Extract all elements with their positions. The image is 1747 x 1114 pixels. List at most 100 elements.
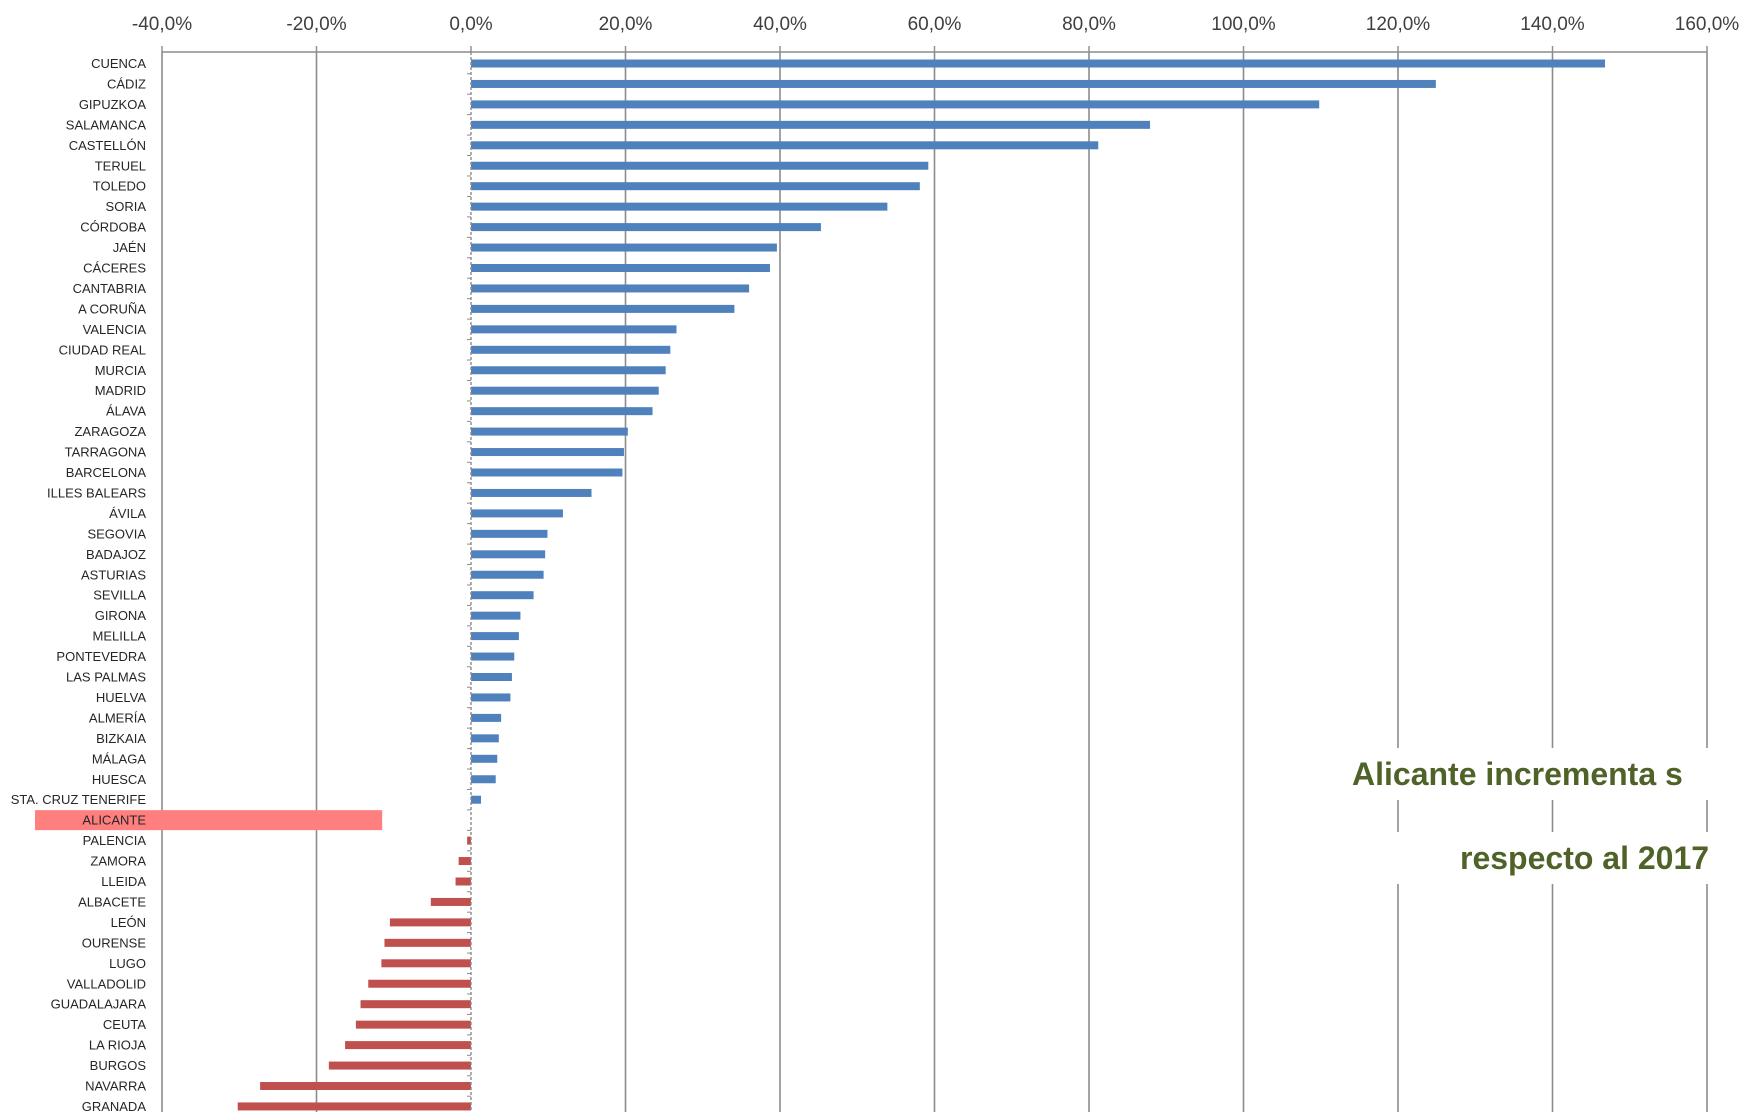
x-tick-label: 120,0% [1366,14,1431,35]
bar [471,754,498,763]
category-label: CIUDAD REAL [59,342,146,357]
category-label: CÓRDOBA [80,220,146,235]
bar [360,1000,471,1009]
category-label: BARCELONA [66,465,147,480]
x-tick-label: 160,0% [1675,14,1740,35]
category-label: GRANADA [82,1099,147,1114]
category-label: GIRONA [95,608,147,623]
category-label: LUGO [109,956,146,971]
category-label: NAVARRA [85,1079,146,1094]
x-tick-label: 60,0% [908,14,962,35]
category-label: LEÓN [111,915,146,930]
bar [471,713,502,722]
bar [471,673,512,681]
category-label: SORIA [106,199,147,214]
category-label: CEUTA [103,1017,146,1032]
x-tick-label: 100,0% [1211,14,1276,35]
bar [471,304,735,313]
bar [471,120,1151,129]
category-label: MADRID [95,383,146,398]
x-tick-label: -20,0% [286,14,346,35]
bar [458,857,471,866]
bar [471,693,511,702]
bar [471,611,521,620]
bar [471,100,1320,109]
bar [381,959,471,968]
bar [471,652,515,661]
x-tick-label: 0,0% [449,14,492,35]
category-label: GUADALAJARA [51,997,147,1012]
category-label: ILLES BALEARS [47,485,146,500]
x-tick-label: 20,0% [599,14,653,35]
bar [471,243,777,252]
x-tick-label: 40,0% [753,14,807,35]
bar [355,1020,471,1029]
category-label: VALLADOLID [67,976,146,991]
bar [430,897,471,906]
bar [471,264,770,272]
category-label: JAÉN [113,240,146,255]
category-label: BIZKAIA [96,731,146,746]
bar [389,918,471,927]
bar [471,386,659,395]
bar [471,734,499,743]
category-label: OURENSE [82,935,147,950]
bar [471,509,563,518]
bar [471,407,653,416]
category-label: HUESCA [92,772,147,787]
bar [384,938,471,947]
category-label: TARRAGONA [65,445,147,460]
category-label: CÁCERES [83,261,146,276]
category-label: BADAJOZ [86,547,146,562]
category-label: LAS PALMAS [66,670,146,685]
bar [471,345,671,354]
bar [471,161,929,170]
category-label: LLEIDA [101,874,146,889]
category-label: ZARAGOZA [74,424,146,439]
category-label: VALENCIA [83,322,147,337]
bar [328,1061,471,1070]
category-label: GIPUZKOA [79,97,147,112]
bar [345,1041,471,1050]
category-label: CANTABRIA [73,281,147,296]
bar [471,570,544,579]
category-label: CUENCA [91,56,146,71]
category-label: ASTURIAS [81,567,146,582]
bar [471,202,888,211]
bar [471,79,1436,88]
category-label: TOLEDO [93,179,146,194]
category-label: PALENCIA [83,833,147,848]
bar [260,1082,471,1090]
bar [471,488,592,497]
category-label: A CORUÑA [78,301,146,316]
bar [471,223,821,232]
bar [471,182,920,191]
bar [471,775,496,784]
bar [471,795,482,804]
category-label: MÁLAGA [92,751,147,766]
category-label: HUELVA [96,690,146,705]
x-tick-label: 80,0% [1062,14,1116,35]
bar [471,550,546,559]
category-label: SEVILLA [93,588,146,603]
bar [471,591,534,600]
category-label: ALMERÍA [89,710,146,725]
bar [455,877,471,886]
highlight-band [35,810,383,831]
category-label: CASTELLÓN [69,138,146,153]
bar [471,59,1606,68]
x-tick-label: 140,0% [1520,14,1585,35]
category-label: SALAMANCA [66,117,147,132]
category-label: CÁDIZ [107,76,146,91]
bar [368,979,471,988]
annotation-line-1: Alicante incrementa s [1340,748,1747,800]
bar [471,325,677,334]
annotation-line-2: respecto al 2017 [1340,832,1747,884]
category-label: STA. CRUZ TENERIFE [11,792,147,807]
category-label: MELILLA [93,629,147,644]
bar [471,529,548,538]
bar [471,632,519,641]
category-label: LA RIOJA [89,1038,146,1053]
